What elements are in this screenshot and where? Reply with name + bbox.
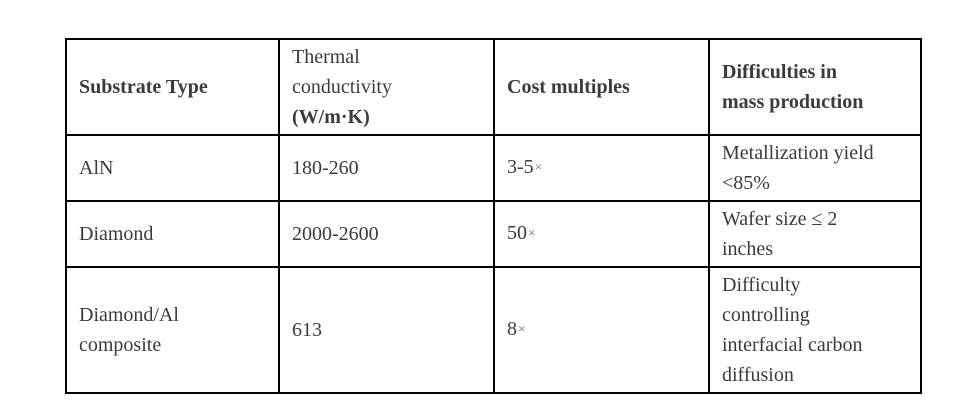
text-line: controlling — [722, 304, 810, 326]
cell-cost-aln: 3-5× — [493, 134, 710, 202]
text-line: Diamond/Al — [79, 304, 179, 326]
column-header-thermal-conductivity: Thermal conductivity (W/m·K) — [278, 38, 495, 136]
text-line: interfacial carbon — [722, 334, 863, 356]
thermal-conductivity-unit: (W/m·K) — [292, 106, 370, 128]
column-header-substrate-type: Substrate Type — [65, 38, 280, 136]
cell-difficulty-diamond-al-composite: Difficulty controlling interfacial carbon d… — [708, 266, 922, 394]
cell-conductivity-diamond: 2000-2600 — [278, 200, 495, 268]
times-symbol: × — [528, 225, 536, 240]
times-symbol: × — [534, 159, 543, 174]
text-line: Difficulty — [722, 274, 801, 296]
cost-value: 3-5 — [507, 156, 534, 178]
text-line: composite — [79, 334, 162, 356]
table-row-diamond: Diamond 2000-2600 50× Wafer size ≤ 2 inch… — [65, 200, 922, 268]
times-symbol: × — [518, 321, 526, 336]
text-line: conductivity — [292, 76, 392, 98]
cell-conductivity-diamond-al-composite: 613 — [278, 266, 495, 394]
cell-substrate-diamond-al-composite: Diamond/Al composite — [65, 266, 280, 394]
substrate-comparison-table: Substrate Type Thermal conductivity (W/m·… — [65, 38, 922, 394]
table-row-diamond-al-composite: Diamond/Al composite 613 8× Difficulty con… — [65, 266, 922, 394]
text-line: inches — [722, 238, 774, 260]
cell-cost-diamond-al-composite: 8× — [493, 266, 710, 394]
text-line: mass production — [722, 91, 864, 113]
table-header-row: Substrate Type Thermal conductivity (W/m·… — [65, 38, 922, 136]
text-line: <85% — [722, 172, 770, 194]
cell-difficulty-diamond: Wafer size ≤ 2 inches — [708, 200, 922, 268]
column-header-cost-multiples: Cost multiples — [493, 38, 710, 136]
text-line: Thermal — [292, 46, 360, 68]
cell-substrate-diamond: Diamond — [65, 200, 280, 268]
thermal-conductivity-label: Thermal conductivity — [292, 42, 485, 102]
cell-difficulty-aln: Metallization yield <85% — [708, 134, 922, 202]
text-line: Diamond — [79, 223, 154, 245]
table-row-aln: AlN 180-260 3-5× Metallization yield <85% — [65, 134, 922, 202]
cost-value: 50 — [507, 222, 527, 244]
text-line: Metallization yield — [722, 142, 874, 164]
text-line: diffusion — [722, 364, 794, 386]
cell-substrate-aln: AlN — [65, 134, 280, 202]
column-header-difficulties: Difficulties in mass production — [708, 38, 922, 136]
text-line: Difficulties in — [722, 61, 837, 83]
cell-conductivity-aln: 180-260 — [278, 134, 495, 202]
cost-value: 8 — [507, 318, 517, 340]
cell-cost-diamond: 50× — [493, 200, 710, 268]
text-line: AlN — [79, 157, 114, 179]
text-line: Wafer size ≤ 2 — [722, 208, 838, 230]
